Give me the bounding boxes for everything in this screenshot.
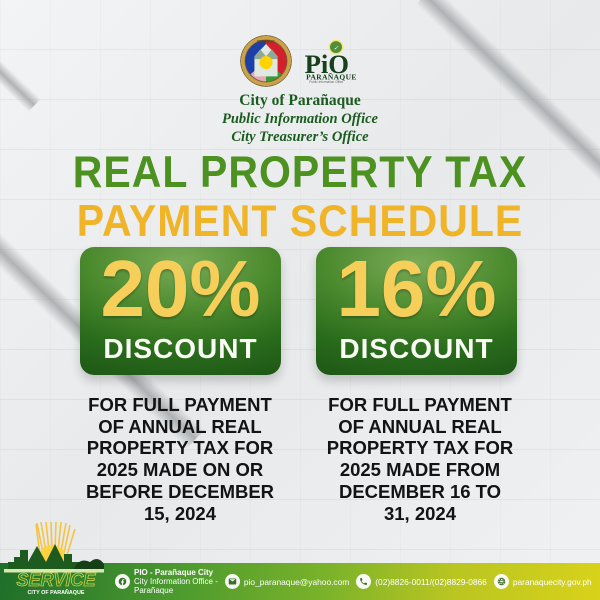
svg-text:REPUBLIC: REPUBLIC	[257, 39, 275, 43]
svg-text:CITY OF PARAÑAQUE: CITY OF PARAÑAQUE	[27, 589, 84, 596]
svg-text:SERVICE: SERVICE	[16, 570, 96, 590]
svg-text:Public Information Office: Public Information Office	[309, 80, 343, 84]
